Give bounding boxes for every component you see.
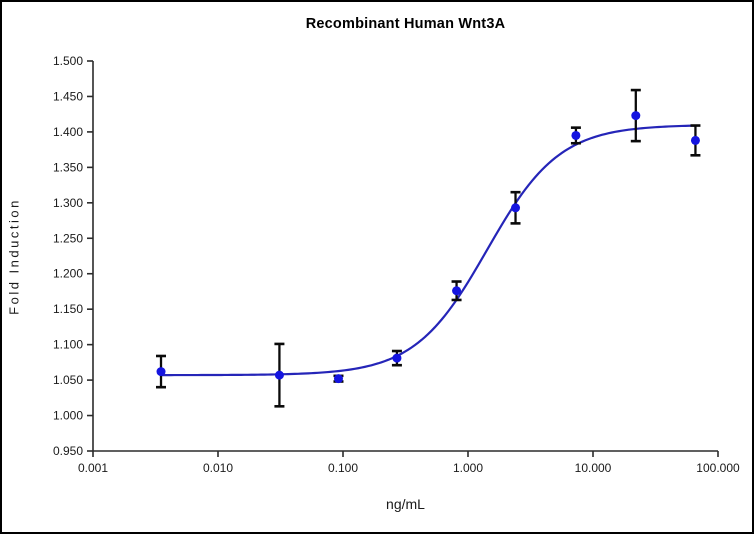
y-tick-label: 1.350 [53, 160, 83, 174]
x-axis-label: ng/mL [386, 496, 425, 512]
y-tick-label: 1.400 [53, 125, 83, 139]
x-tick-label: 100.000 [696, 461, 740, 475]
data-point [631, 111, 641, 121]
data-point [571, 130, 581, 140]
y-tick-label: 1.150 [53, 302, 83, 316]
data-point [274, 370, 284, 380]
x-tick-label: 0.100 [328, 461, 358, 475]
y-tick-label: 1.300 [53, 196, 83, 210]
x-tick-label: 10.000 [575, 461, 612, 475]
data-point [333, 374, 343, 384]
x-tick-label: 0.010 [203, 461, 233, 475]
data-point [156, 367, 166, 377]
y-tick-label: 1.450 [53, 89, 83, 103]
y-tick-label: 0.950 [53, 444, 83, 458]
y-tick-label: 1.050 [53, 373, 83, 387]
x-tick-label: 0.001 [78, 461, 108, 475]
y-tick-label: 1.500 [53, 54, 83, 68]
y-tick-label: 1.000 [53, 409, 83, 423]
data-point [392, 353, 402, 363]
y-tick-label: 1.250 [53, 231, 83, 245]
data-point [690, 135, 700, 145]
fit-curve [161, 124, 696, 377]
chart-title: Recombinant Human Wnt3A [305, 16, 506, 32]
x-tick-label: 1.000 [453, 461, 483, 475]
data-point [511, 203, 521, 213]
y-tick-label: 1.100 [53, 338, 83, 352]
data-point [452, 286, 462, 296]
y-tick-label: 1.200 [53, 267, 83, 281]
